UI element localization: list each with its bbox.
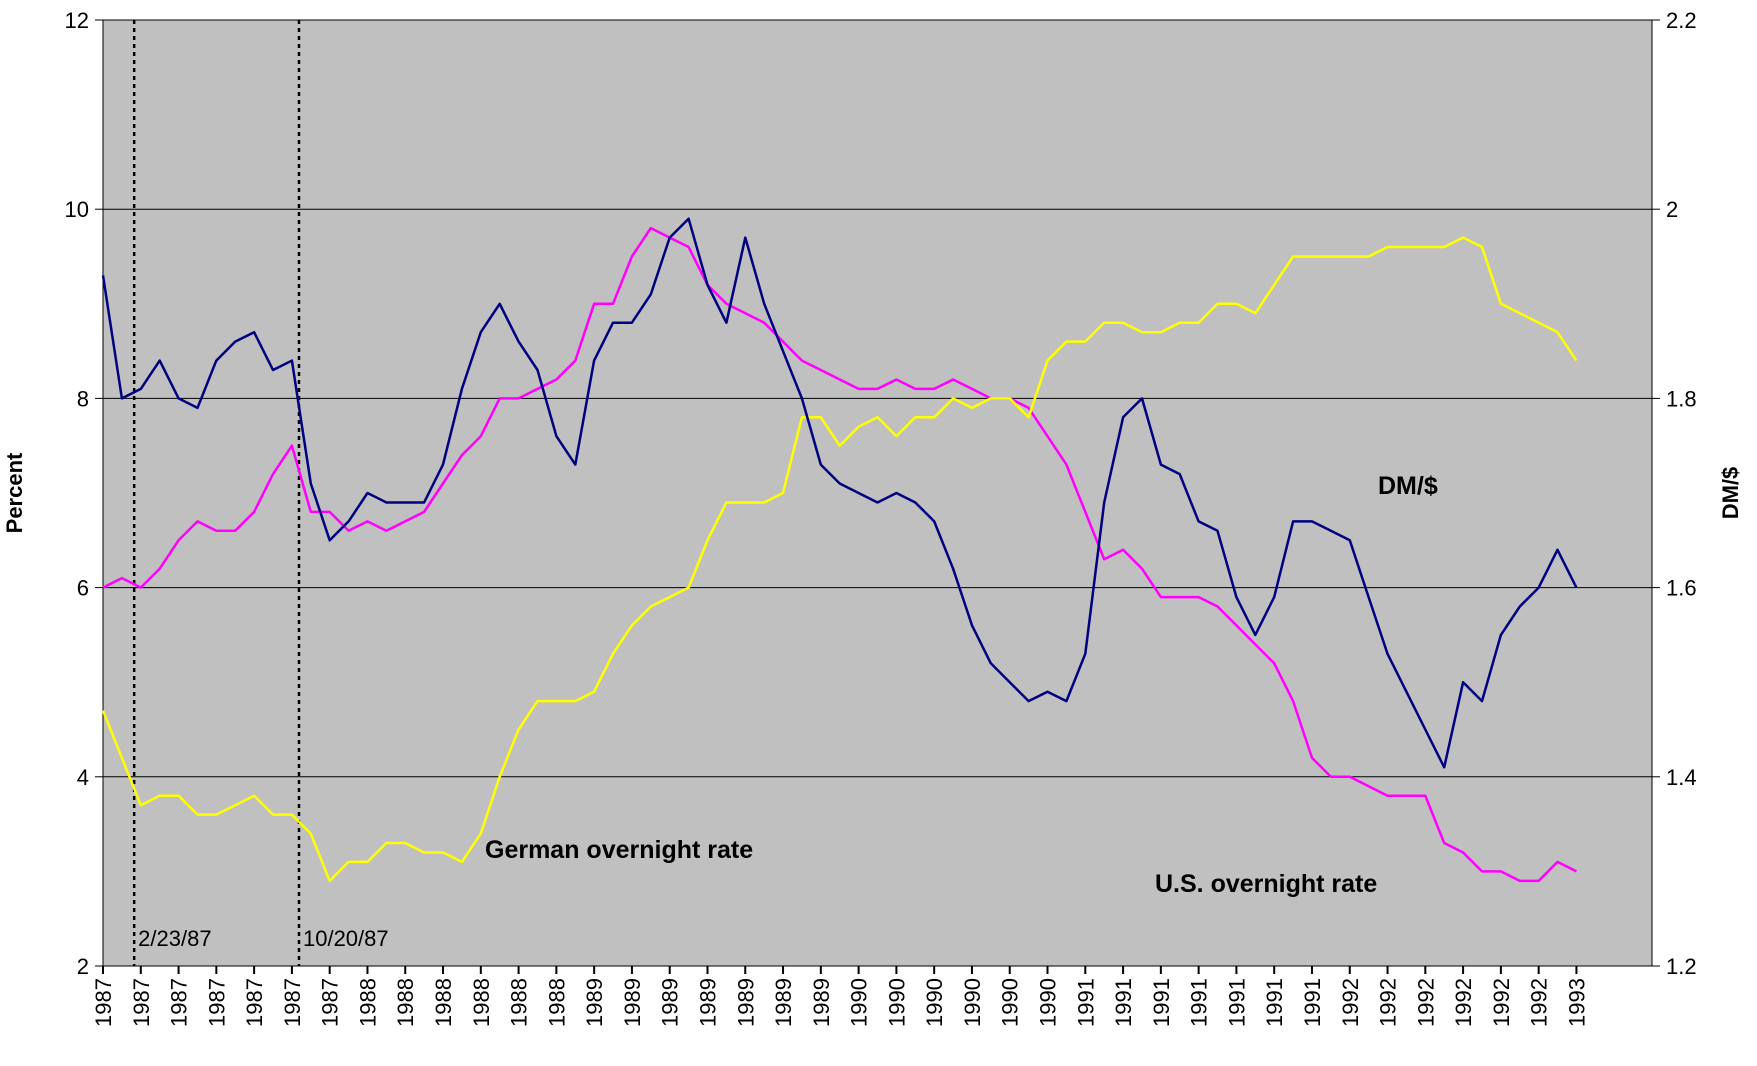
y2-tick-label: 1.8 [1666,386,1697,411]
x-tick-label: 1993 [1564,978,1589,1027]
x-tick-label: 1990 [1036,978,1061,1027]
x-tick-label: 1989 [695,978,720,1027]
plot-area [102,19,1653,967]
x-tick-label: 1992 [1527,978,1552,1027]
y-tick-label: 2 [77,954,89,979]
y-tick-label: 6 [77,576,89,601]
x-tick-label: 1990 [847,978,872,1027]
y-tick-label: 4 [77,765,89,790]
x-tick-label: 1990 [922,978,947,1027]
x-tick-label: 1992 [1338,978,1363,1027]
y2-tick-label: 2 [1666,197,1678,222]
x-tick-label: 1987 [167,978,192,1027]
series-line [101,217,1578,769]
x-tick-label: 1989 [771,978,796,1027]
x-tick-label: 1992 [1489,978,1514,1027]
x-tick-label: 1991 [1073,978,1098,1027]
y2-tick-label: 1.2 [1666,954,1697,979]
series-line [102,226,1577,883]
x-tick-label: 1987 [204,978,229,1027]
x-tick-label: 1991 [1262,978,1287,1027]
x-tick-label: 1988 [431,978,456,1027]
x-tick-label: 1987 [129,978,154,1027]
x-tick-label: 1988 [355,978,380,1027]
x-tick-label: 1987 [91,978,116,1027]
x-tick-label: 1990 [960,978,985,1027]
y-tick-label: 10 [65,197,89,222]
x-tick-label: 1990 [884,978,909,1027]
y-tick-label: 12 [65,8,89,33]
x-tick-label: 1989 [582,978,607,1027]
x-tick-label: 1987 [318,978,343,1027]
x-tick-label: 1989 [809,978,834,1027]
y2-tick-label: 1.6 [1666,576,1697,601]
x-tick-label: 1988 [507,978,532,1027]
y-tick-label: 8 [77,386,89,411]
x-tick-label: 1988 [393,978,418,1027]
series-label: German overnight rate [485,836,753,864]
event-label: 10/20/87 [303,926,389,951]
event-label: 2/23/87 [138,926,211,951]
series-label: DM/$ [1378,472,1438,500]
x-tick-label: 1991 [1300,978,1325,1027]
x-tick-label: 1989 [620,978,645,1027]
x-tick-label: 1991 [1187,978,1212,1027]
x-tick-label: 1988 [544,978,569,1027]
x-tick-label: 1987 [242,978,267,1027]
series-label: U.S. overnight rate [1155,870,1377,898]
y-axis-title: Percent [2,452,27,533]
x-tick-label: 1992 [1451,978,1476,1027]
y2-tick-label: 1.4 [1666,765,1697,790]
x-tick-label: 1991 [1111,978,1136,1027]
y2-tick-label: 2.2 [1666,8,1697,33]
x-tick-label: 1992 [1413,978,1438,1027]
x-tick-label: 1989 [658,978,683,1027]
x-tick-label: 1989 [733,978,758,1027]
x-tick-label: 1992 [1376,978,1401,1027]
x-tick-label: 1988 [469,978,494,1027]
x-tick-label: 1987 [280,978,305,1027]
x-tick-label: 1990 [998,978,1023,1027]
x-tick-label: 1991 [1224,978,1249,1027]
y2-axis-title: DM/$ [1718,467,1743,520]
series-line [101,236,1578,883]
x-tick-label: 1991 [1149,978,1174,1027]
